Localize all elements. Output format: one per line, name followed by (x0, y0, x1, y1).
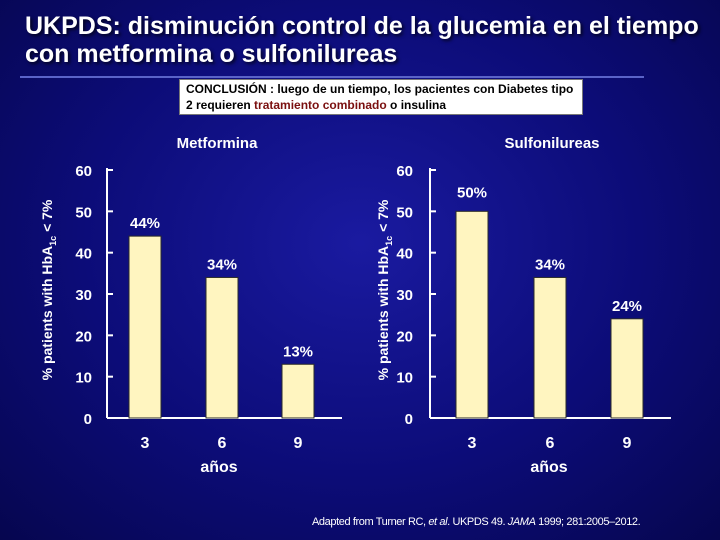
chart-1-y-tick-label: 0 (84, 411, 92, 428)
chart-1-bar (281, 363, 315, 419)
chart-2-title: Sulfonilureas (504, 135, 599, 152)
chart-1-y-tick-label: 10 (75, 370, 92, 387)
page-title: UKPDS: disminución control de la glucemi… (25, 12, 699, 68)
chart-2-category-label: 9 (623, 435, 632, 452)
chart-1-value-label: 44% (130, 215, 160, 232)
conclusion-suffix: o insulina (386, 98, 447, 112)
chart-2-y-tick-label: 0 (405, 411, 413, 428)
conclusion-box: CONCLUSIÓN : luego de un tiempo, los pac… (179, 79, 583, 115)
chart-2-bar (610, 318, 644, 419)
chart-2-y-tick-label: 30 (396, 287, 413, 304)
chart-1-y-tick-label: 60 (75, 163, 92, 180)
chart-1-value-label: 13% (283, 343, 313, 360)
chart-1-x-axis-label: años (200, 459, 237, 476)
chart-2-y-tick-label: 10 (396, 370, 413, 387)
chart-1-category-label: 3 (141, 435, 150, 452)
credit-etal: et al (428, 516, 448, 528)
chart-1-bar (128, 235, 162, 419)
credit-prefix: Adapted from Turner RC, (312, 516, 429, 528)
chart-1-title: Metformina (177, 135, 258, 152)
chart-2-y-tick-label: 50 (396, 204, 413, 221)
chart-1-category-label: 9 (294, 435, 303, 452)
chart-1-y-tick-label: 50 (75, 204, 92, 221)
chart-2-y-axis-label: % patients with HbA1c < 7% (375, 199, 394, 380)
chart-1-value-label: 34% (207, 256, 237, 273)
credit-suffix: 1999; 281:2005–2012. (535, 516, 641, 528)
chart-1-y-tick-label: 30 (75, 287, 92, 304)
credit-middle: . UKPDS 49. (447, 516, 508, 528)
chart-2-value-label: 24% (612, 298, 642, 315)
title-divider (20, 76, 644, 78)
chart-2-category-label: 6 (546, 435, 555, 452)
chart-2-value-label: 50% (457, 184, 487, 201)
conclusion-text: CONCLUSIÓN : luego de un tiempo, los pac… (186, 82, 574, 112)
chart-2-y-tick-label: 20 (396, 328, 413, 345)
chart-1-y-axis-label: % patients with HbA1c < 7% (39, 199, 58, 380)
chart-2-category-label: 3 (468, 435, 477, 452)
chart-1-y-tick-label: 40 (75, 246, 92, 263)
chart-2-value-label: 34% (535, 256, 565, 273)
chart-1-bar (205, 276, 239, 419)
chart-2-bar (533, 276, 567, 419)
credit-journal: JAMA (507, 516, 536, 528)
chart-2-y-tick-label: 60 (396, 163, 413, 180)
chart-1-y-tick-label: 20 (75, 328, 92, 345)
source-credit: Adapted from Turner RC, et al. UKPDS 49.… (312, 516, 718, 528)
chart-1-category-label: 6 (218, 435, 227, 452)
chart-2-y-tick-label: 40 (396, 246, 413, 263)
chart-2-bar (455, 210, 489, 419)
chart-2-x-axis-label: años (530, 459, 567, 476)
conclusion-highlight: tratamiento combinado (254, 98, 387, 112)
